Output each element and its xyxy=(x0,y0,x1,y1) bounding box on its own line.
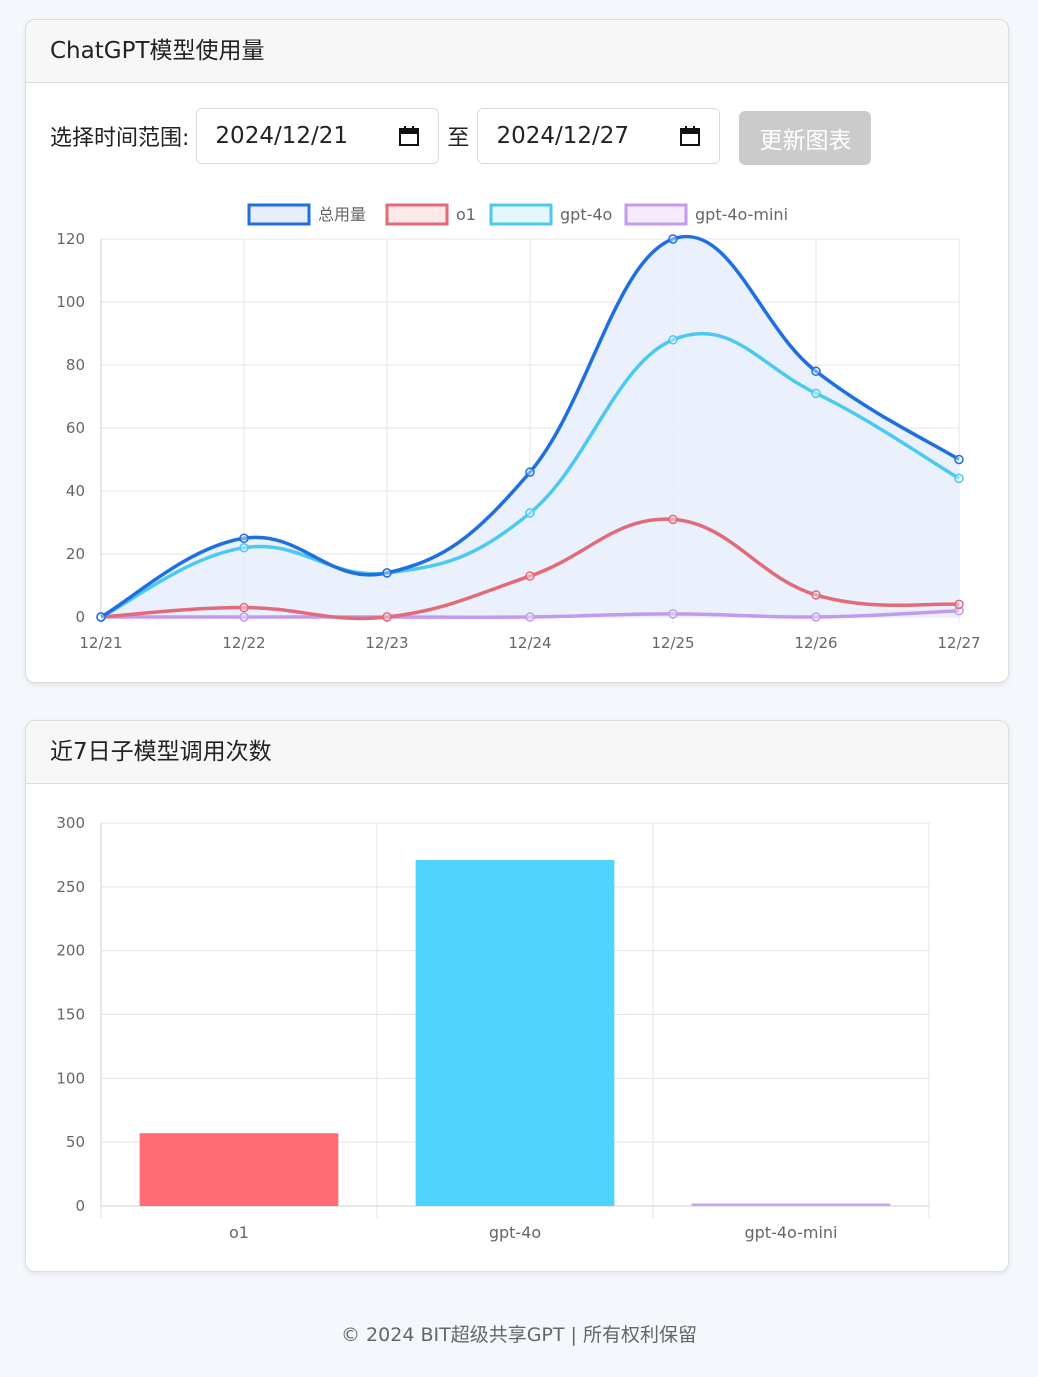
legend-label-总用量: 总用量 xyxy=(318,205,366,224)
data-point-gpt-4o-mini xyxy=(239,612,249,622)
data-point-gpt-4o xyxy=(954,473,964,484)
data-point-gpt-4o xyxy=(239,542,249,553)
y-tick-label: 80 xyxy=(66,356,85,374)
legend-label-o1: o1 xyxy=(456,205,476,224)
y-tick-label: 100 xyxy=(56,293,85,311)
y-tick-label: 0 xyxy=(75,1197,85,1215)
x-tick-label: 12/22 xyxy=(222,634,265,652)
x-tick-label: 12/23 xyxy=(365,634,408,652)
x-tick-label: gpt-4o xyxy=(489,1223,541,1242)
y-tick-label: 60 xyxy=(66,419,85,437)
data-point-gpt-4o-mini xyxy=(525,612,535,622)
legend-swatch-gpt-4o-mini xyxy=(624,203,688,226)
range-label: 选择时间范围: xyxy=(50,126,190,151)
data-point-总用量 xyxy=(96,612,106,622)
data-point-o1 xyxy=(668,514,678,525)
usage-card-title: ChatGPT模型使用量 xyxy=(26,20,1008,83)
y-tick-label: 250 xyxy=(56,878,85,896)
series-area-总用量 xyxy=(101,236,959,618)
bar-gpt-4o xyxy=(415,860,615,1206)
data-point-总用量 xyxy=(239,533,249,543)
legend-label-gpt-4o-mini: gpt-4o-mini xyxy=(695,205,788,224)
data-point-o1 xyxy=(382,612,392,622)
y-tick-label: 120 xyxy=(56,230,85,248)
legend-swatch-o1 xyxy=(385,203,449,226)
x-tick-label: gpt-4o-mini xyxy=(744,1223,837,1242)
series-line-gpt-4o xyxy=(100,331,960,619)
series-line-o1 xyxy=(100,517,960,621)
calendar-icon[interactable] xyxy=(398,125,420,147)
y-tick-label: 200 xyxy=(56,942,85,960)
start-date-value: 2024/12/21 xyxy=(215,123,348,149)
y-tick-label: 20 xyxy=(66,545,85,563)
series-line-gpt-4o-mini xyxy=(100,608,960,620)
data-point-总用量 xyxy=(668,234,678,244)
footer-text: © 2024 BIT超级共享GPT | 所有权利保留 xyxy=(341,1324,697,1346)
to-label: 至 xyxy=(447,126,470,151)
update-chart-button[interactable]: 更新图表 xyxy=(739,111,872,165)
data-point-gpt-4o xyxy=(525,508,535,518)
x-tick-label: 12/25 xyxy=(651,634,694,652)
legend-swatch-gpt-4o xyxy=(489,203,553,226)
y-tick-label: 150 xyxy=(56,1006,85,1024)
model-calls-bar-chart: 0 50 100 150 200 250 300 o1 gpt-4o gpt-4o-mini xyxy=(56,814,930,1242)
bar-o1 xyxy=(139,1133,339,1206)
y-tick-label: 0 xyxy=(75,608,85,626)
start-date-input[interactable]: 2024/12/21 xyxy=(196,108,440,164)
model-calls-card: 近7日子模型调用次数 0 50 100 150 200 250 300 o1 gpt-4o gpt… xyxy=(25,720,1009,1272)
y-tick-label: 300 xyxy=(56,814,85,832)
data-point-总用量 xyxy=(811,366,821,377)
y-tick-label: 100 xyxy=(56,1069,85,1087)
end-date-input[interactable]: 2024/12/27 xyxy=(477,108,721,164)
x-tick-label: o1 xyxy=(229,1223,249,1242)
x-tick-label: 12/26 xyxy=(794,634,837,652)
series-line-总用量 xyxy=(100,234,960,619)
data-point-gpt-4o-mini xyxy=(668,609,678,619)
usage-card: ChatGPT模型使用量 选择时间范围: 2024/12/21 至 2024/1… xyxy=(25,19,1009,683)
data-point-总用量 xyxy=(954,454,964,465)
data-point-o1 xyxy=(525,571,535,581)
data-point-gpt-4o xyxy=(668,335,678,345)
x-tick-label: 12/27 xyxy=(937,634,980,652)
data-point-总用量 xyxy=(525,467,535,477)
legend-label-gpt-4o: gpt-4o xyxy=(560,205,612,224)
legend-swatch-总用量 xyxy=(247,203,311,226)
bar-gpt-4o-mini xyxy=(691,1203,891,1206)
calendar-icon[interactable] xyxy=(679,125,701,147)
data-point-总用量 xyxy=(382,568,392,578)
data-point-o1 xyxy=(811,590,821,600)
model-calls-card-title: 近7日子模型调用次数 xyxy=(26,721,1008,784)
data-point-gpt-4o-mini xyxy=(811,612,821,622)
data-point-o1 xyxy=(954,599,964,610)
date-range-controls: 选择时间范围: 2024/12/21 至 2024/12/27 更新图表 xyxy=(50,108,872,165)
x-tick-label: 12/21 xyxy=(79,634,122,652)
y-tick-label: 50 xyxy=(66,1133,85,1151)
end-date-value: 2024/12/27 xyxy=(496,123,630,149)
data-point-o1 xyxy=(239,602,249,613)
data-point-gpt-4o xyxy=(811,388,821,399)
usage-line-chart: 0 20 40 60 80 100 120 12/21 12/22 12/23 12/24 12/25… xyxy=(56,203,981,652)
y-tick-label: 40 xyxy=(66,482,85,500)
x-tick-label: 12/24 xyxy=(508,634,551,652)
